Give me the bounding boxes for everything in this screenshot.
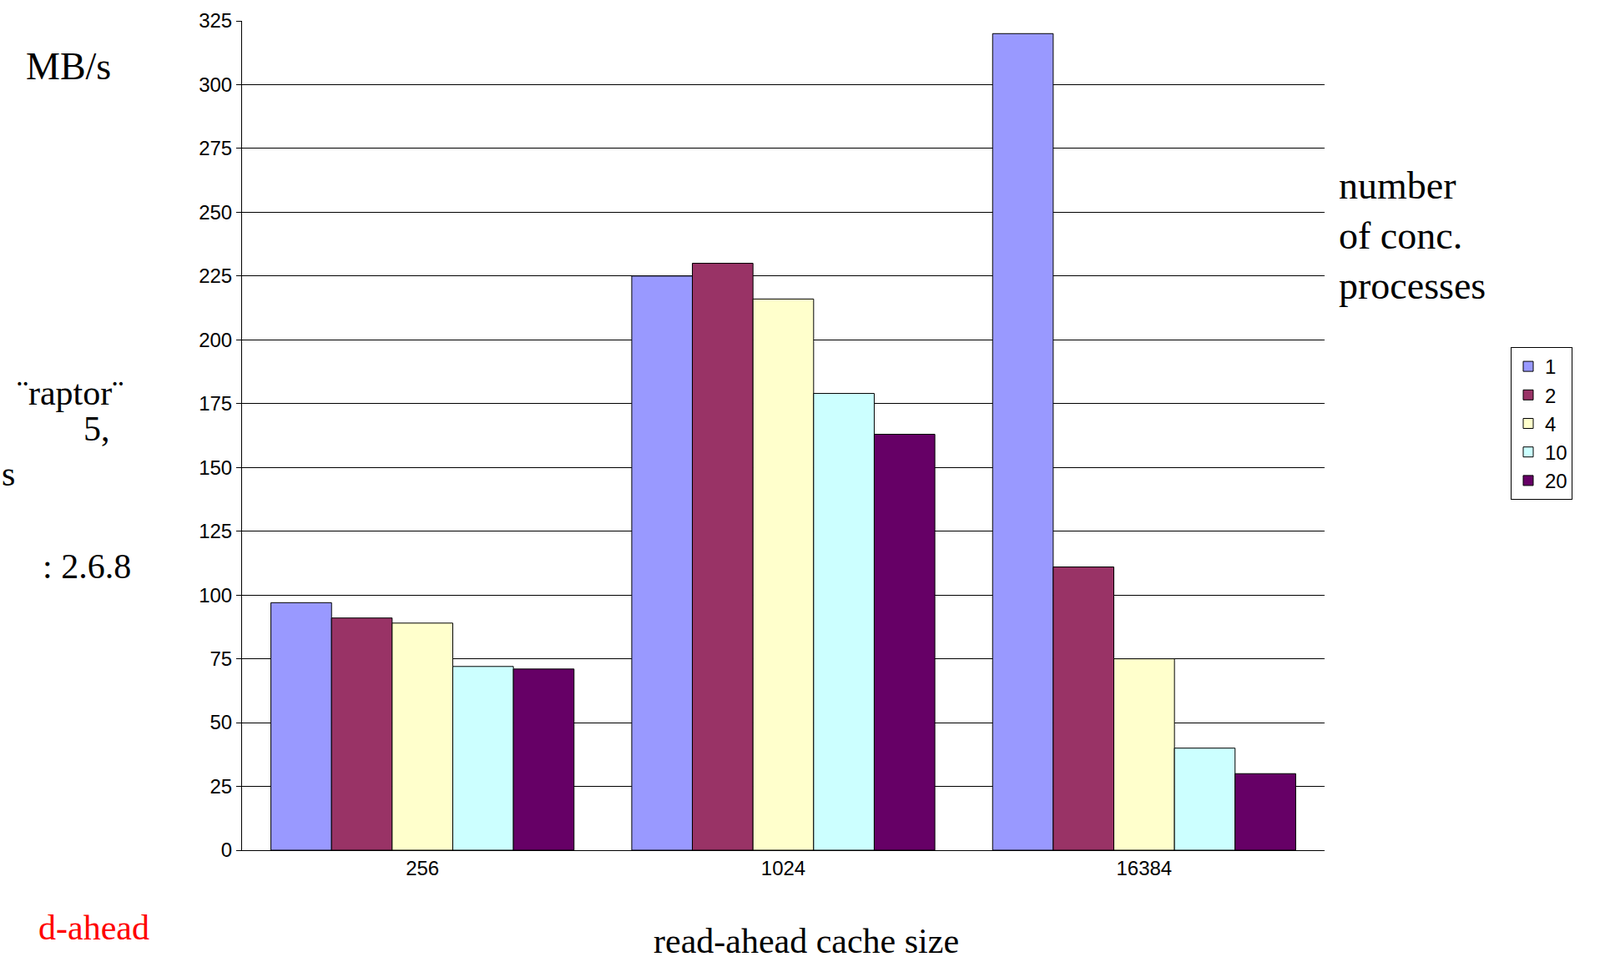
svg-text:1: 1 xyxy=(1544,355,1556,379)
svg-text:numberof conc.processes: numberof conc.processes xyxy=(1338,164,1486,308)
svg-text:16384: 16384 xyxy=(1115,857,1172,880)
svg-text:256: 256 xyxy=(405,857,440,880)
svg-text:¨raptor¨: ¨raptor¨ xyxy=(16,373,124,413)
svg-text:: 2.6.8: : 2.6.8 xyxy=(42,547,132,586)
svg-text:2: 2 xyxy=(1544,384,1556,408)
svg-text:275: 275 xyxy=(198,136,233,160)
svg-text:225: 225 xyxy=(198,264,233,288)
svg-text:d-ahead: d-ahead xyxy=(38,908,150,948)
svg-text:1024: 1024 xyxy=(761,857,806,880)
svg-text:10: 10 xyxy=(1544,441,1568,465)
svg-text:125: 125 xyxy=(198,519,233,543)
svg-text:4: 4 xyxy=(1544,413,1556,436)
svg-text:175: 175 xyxy=(198,392,233,415)
svg-text:200: 200 xyxy=(198,328,233,352)
svg-text:100: 100 xyxy=(198,584,233,607)
svg-text:50: 50 xyxy=(209,711,233,734)
svg-text:MB/s: MB/s xyxy=(25,45,112,88)
svg-text:250: 250 xyxy=(198,201,233,224)
svg-text:150: 150 xyxy=(198,456,233,480)
svg-text:325: 325 xyxy=(198,9,233,32)
svg-text:5,: 5, xyxy=(83,409,111,449)
svg-text:25: 25 xyxy=(209,775,233,798)
svg-text:s: s xyxy=(1,454,16,494)
svg-text:read-ahead cache size: read-ahead cache size xyxy=(653,922,959,961)
svg-text:75: 75 xyxy=(209,647,233,671)
svg-text:0: 0 xyxy=(221,838,233,862)
svg-text:20: 20 xyxy=(1544,469,1568,493)
svg-text:300: 300 xyxy=(198,73,233,96)
